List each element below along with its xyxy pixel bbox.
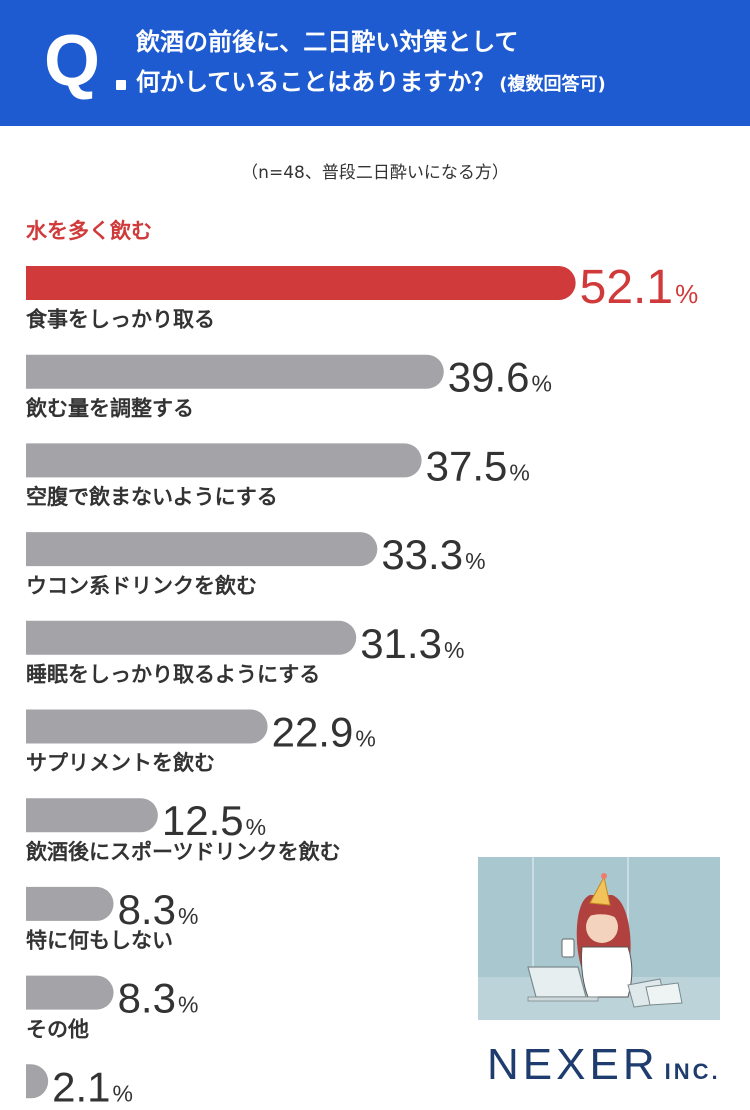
value-unit: % (113, 1080, 133, 1106)
category-label: 飲む量を調整する (25, 396, 194, 420)
logo-name: NEXER (487, 1040, 659, 1089)
value-label: 12.5% (162, 797, 266, 844)
value-unit: % (532, 371, 552, 397)
q-mark: Q (44, 21, 100, 101)
value-number: 22.9 (272, 709, 354, 756)
value-number: 52.1 (580, 261, 673, 314)
bar (26, 709, 268, 744)
bar (26, 886, 114, 921)
value-label: 8.3% (118, 975, 199, 1022)
question-line-2: 何かしていることはありますか？ (複数回答可) (136, 66, 606, 101)
value-label: 22.9% (272, 709, 376, 756)
bar (26, 532, 378, 567)
category-label: サプリメントを飲む (26, 751, 215, 775)
value-unit: % (355, 726, 375, 752)
bar (26, 620, 357, 655)
value-number: 33.3 (381, 531, 463, 578)
value-number: 31.3 (360, 620, 442, 667)
value-unit: % (509, 459, 529, 485)
category-label: 水を多く飲む (26, 219, 152, 243)
bar (26, 266, 576, 300)
bar (26, 1064, 49, 1099)
question-note: (複数回答可) (499, 74, 606, 95)
value-unit: % (675, 279, 698, 309)
value-label: 39.6% (448, 354, 552, 401)
value-unit: % (465, 548, 485, 574)
question-line-1: 飲酒の前後に、二日酔い対策として (136, 28, 519, 56)
value-unit: % (178, 992, 198, 1018)
value-label: 37.5% (426, 442, 530, 489)
logo-suffix: INC. (664, 1059, 721, 1084)
value-unit: % (178, 903, 198, 929)
nexer-logo: NEXER INC. (487, 1040, 721, 1090)
value-label: 52.1% (580, 261, 699, 314)
sample-note: （n=48、普段二日酔いになる方） (241, 163, 509, 183)
value-number: 8.3 (118, 975, 176, 1022)
value-label: 8.3% (118, 886, 199, 933)
category-label: 空腹で飲まないようにする (26, 485, 278, 509)
hangover-illustration (478, 857, 720, 1020)
question-line-2-text: 何かしていることはありますか？ (136, 68, 496, 96)
q-dot (116, 80, 126, 90)
category-label: その他 (26, 1017, 89, 1041)
category-label: 睡眠をしっかり取るようにする (26, 663, 320, 687)
value-number: 2.1 (52, 1063, 110, 1110)
category-label: 特に何もしない (26, 929, 173, 953)
value-number: 37.5 (426, 442, 508, 489)
value-number: 39.6 (448, 354, 530, 401)
bar (26, 354, 444, 389)
value-unit: % (444, 637, 464, 663)
value-unit: % (246, 814, 266, 840)
category-label: ウコン系ドリンクを飲む (26, 574, 257, 598)
bar (26, 975, 114, 1010)
value-number: 12.5 (162, 797, 244, 844)
question-header: Q 飲酒の前後に、二日酔い対策として 何かしていることはありますか？ (複数回答可… (0, 0, 750, 126)
value-number: 8.3 (118, 886, 176, 933)
category-label: 飲酒後にスポーツドリンクを飲む (25, 840, 341, 864)
value-label: 2.1% (52, 1063, 133, 1110)
value-label: 31.3% (360, 620, 464, 667)
bar (26, 798, 158, 833)
category-label: 食事をしっかり取る (26, 308, 215, 332)
bar (26, 443, 422, 478)
value-label: 33.3% (381, 531, 485, 578)
